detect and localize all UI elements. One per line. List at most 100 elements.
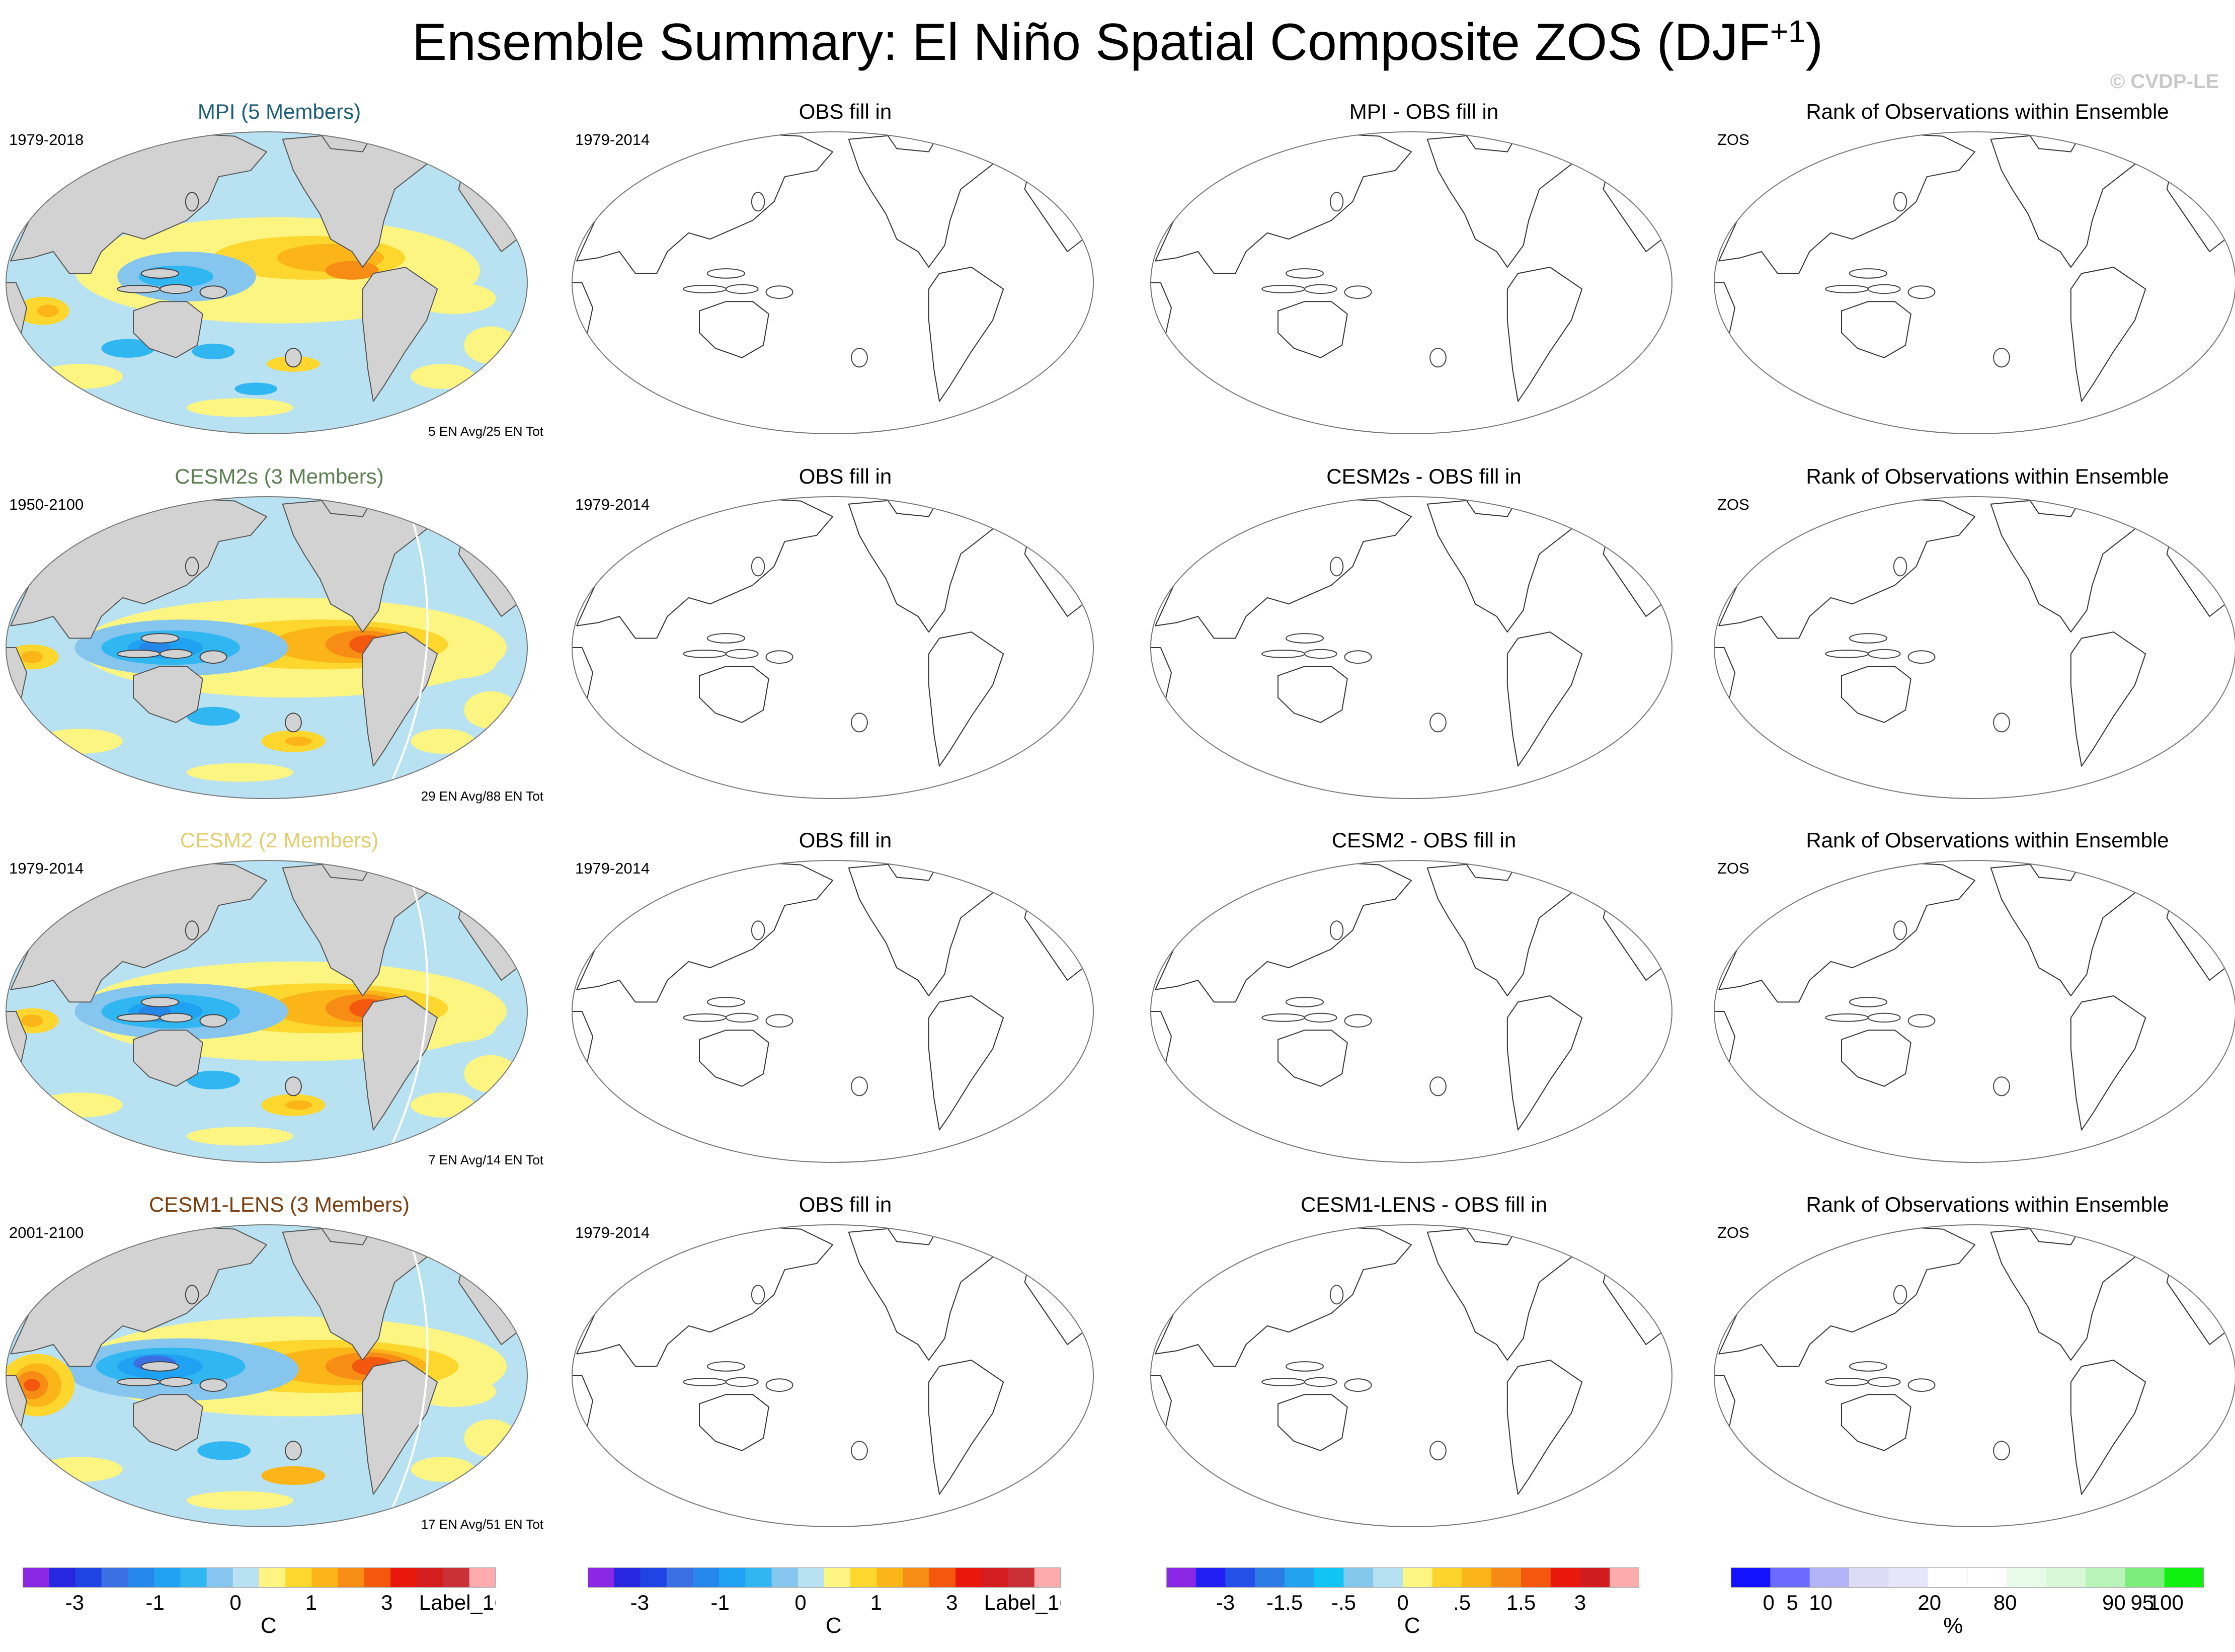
coastline-africa (572, 647, 593, 723)
period-label: 1979-2014 (575, 496, 650, 513)
island-outline (851, 1441, 868, 1461)
map-border (6, 860, 528, 1163)
panel-rank-row-3: Rank of Observations within Ensemble ZOS (1708, 824, 2235, 1187)
island-outline (1993, 1076, 2010, 1096)
panel-title: OBS fill in (799, 100, 892, 123)
island-outline (140, 1361, 180, 1372)
anomaly-patch (187, 1127, 293, 1146)
coastline-africa (572, 282, 593, 358)
coastline-austr (1278, 301, 1348, 358)
colorbar-swatch (417, 1567, 444, 1588)
island-outline (199, 1378, 227, 1392)
coastline-namer (1426, 497, 1572, 633)
colorbar-swatch (338, 1567, 365, 1588)
ensemble-map-row-3 (6, 860, 528, 1163)
coastline-asia (1718, 497, 1975, 639)
coastline-austr (1841, 301, 1911, 358)
colorbar-3: -3 -1.5 -.5 0 .5 1.5 3 C (1166, 1567, 1639, 1638)
coastline-asia (576, 1225, 833, 1367)
island-outline (851, 713, 868, 733)
island-outline (726, 284, 759, 294)
colorbar-swatch (666, 1567, 693, 1588)
colorbar-swatch (311, 1567, 339, 1588)
island-outline (726, 1377, 759, 1387)
colorbar-units-label: C (261, 1613, 277, 1638)
rank-map-row-3 (1714, 860, 2235, 1163)
colorbar-swatch (154, 1567, 181, 1588)
anomaly-contour (192, 343, 235, 359)
colorbar-swatch (2164, 1567, 2204, 1588)
event-count-label: 17 EN Avg/51 EN Tot (421, 1517, 543, 1532)
island-outline (683, 1013, 727, 1022)
colorbar-swatch (1888, 1567, 1929, 1588)
colorbar-units-label: % (1943, 1613, 1963, 1638)
map-border (6, 1224, 528, 1527)
variable-label: ZOS (1717, 1224, 1749, 1241)
coastline-asia (1718, 132, 1975, 274)
coastline-antarc (1198, 1145, 1636, 1162)
coastline-samer (928, 1360, 1004, 1495)
island-outline (765, 1378, 793, 1392)
coastline-samer (1506, 632, 1583, 767)
anomaly-patch (37, 1457, 123, 1482)
colorbar-swatch (1809, 1567, 1850, 1588)
island-outline (1868, 1012, 1901, 1023)
island-outline (1849, 268, 1888, 279)
coastline-austr (1841, 666, 1911, 723)
coastline-asia (576, 861, 833, 1003)
coastline-europe (1603, 145, 1672, 252)
colorbar-tick-label: -3 (630, 1591, 649, 1614)
anomaly-patch (187, 763, 293, 782)
anomaly-patch (411, 729, 475, 754)
colorbar-swatch (23, 1567, 49, 1588)
coastline-europe (1024, 1238, 1093, 1345)
colorbar-tick-label: 5 (1787, 1591, 1798, 1614)
island-outline (140, 268, 180, 279)
coastline-europe (2166, 1238, 2235, 1345)
event-count-label: 7 EN Avg/14 EN Tot (428, 1152, 543, 1167)
panel-title: OBS fill in (799, 464, 892, 488)
period-label: 1979-2014 (575, 131, 650, 148)
variable-label: ZOS (1717, 496, 1749, 513)
coastline-asia (576, 497, 833, 639)
coastline-africa (1714, 282, 1735, 358)
coastline-namer (1990, 861, 2135, 996)
colorbar-swatch (955, 1567, 982, 1588)
anomaly-patch (187, 398, 293, 417)
colorbar-tick-label: 1.5 (1506, 1591, 1536, 1614)
coastline-namer (1990, 1225, 2135, 1361)
coastline-africa (1151, 1011, 1172, 1087)
colorbar-swatch (876, 1567, 904, 1588)
colorbar-tick-label: 100 (2148, 1591, 2184, 1614)
anomaly-patch (37, 364, 123, 389)
coastline-samer (1506, 1360, 1583, 1495)
meridian-line (383, 497, 429, 798)
colorbar-swatch (232, 1567, 260, 1588)
island-outline (285, 1441, 302, 1461)
colorbar-frame (23, 1567, 496, 1588)
panel-ensemble-row-4: CESM1-LENS (3 Members) 2001-2100 17 EN Avg… (0, 1189, 558, 1551)
colorbar-tick-label: Label_16 (419, 1591, 496, 1614)
coastline-asia (1155, 132, 1412, 274)
anomaly-contour (187, 706, 240, 726)
colorbar-swatch (75, 1567, 102, 1588)
colorbar-swatch (2007, 1567, 2047, 1588)
panel-ensemble-row-1: MPI (5 Members) 1979-2018 5 EN Avg/25 EN T… (0, 96, 558, 458)
island-outline (1329, 557, 1344, 577)
coastline-samer (2070, 995, 2146, 1131)
coastline-namer (1426, 132, 1572, 268)
coastline-europe (2166, 145, 2235, 252)
island-outline (1825, 1013, 1869, 1022)
colorbar-tick-label: 10 (1809, 1591, 1832, 1614)
island-outline (1825, 284, 1869, 293)
coastline-samer (928, 267, 1004, 402)
panel-title: MPI - OBS fill in (1349, 100, 1499, 123)
period-label: 1979-2014 (575, 859, 650, 877)
coastline-europe (2166, 874, 2235, 981)
island-outline (199, 650, 227, 664)
colorbar-swatch (929, 1567, 956, 1588)
panel-title: Rank of Observations within Ensemble (1806, 464, 2169, 488)
colorbar-frame (1166, 1567, 1639, 1588)
colorbar-swatch (1731, 1567, 1771, 1588)
island-outline (683, 1377, 727, 1386)
